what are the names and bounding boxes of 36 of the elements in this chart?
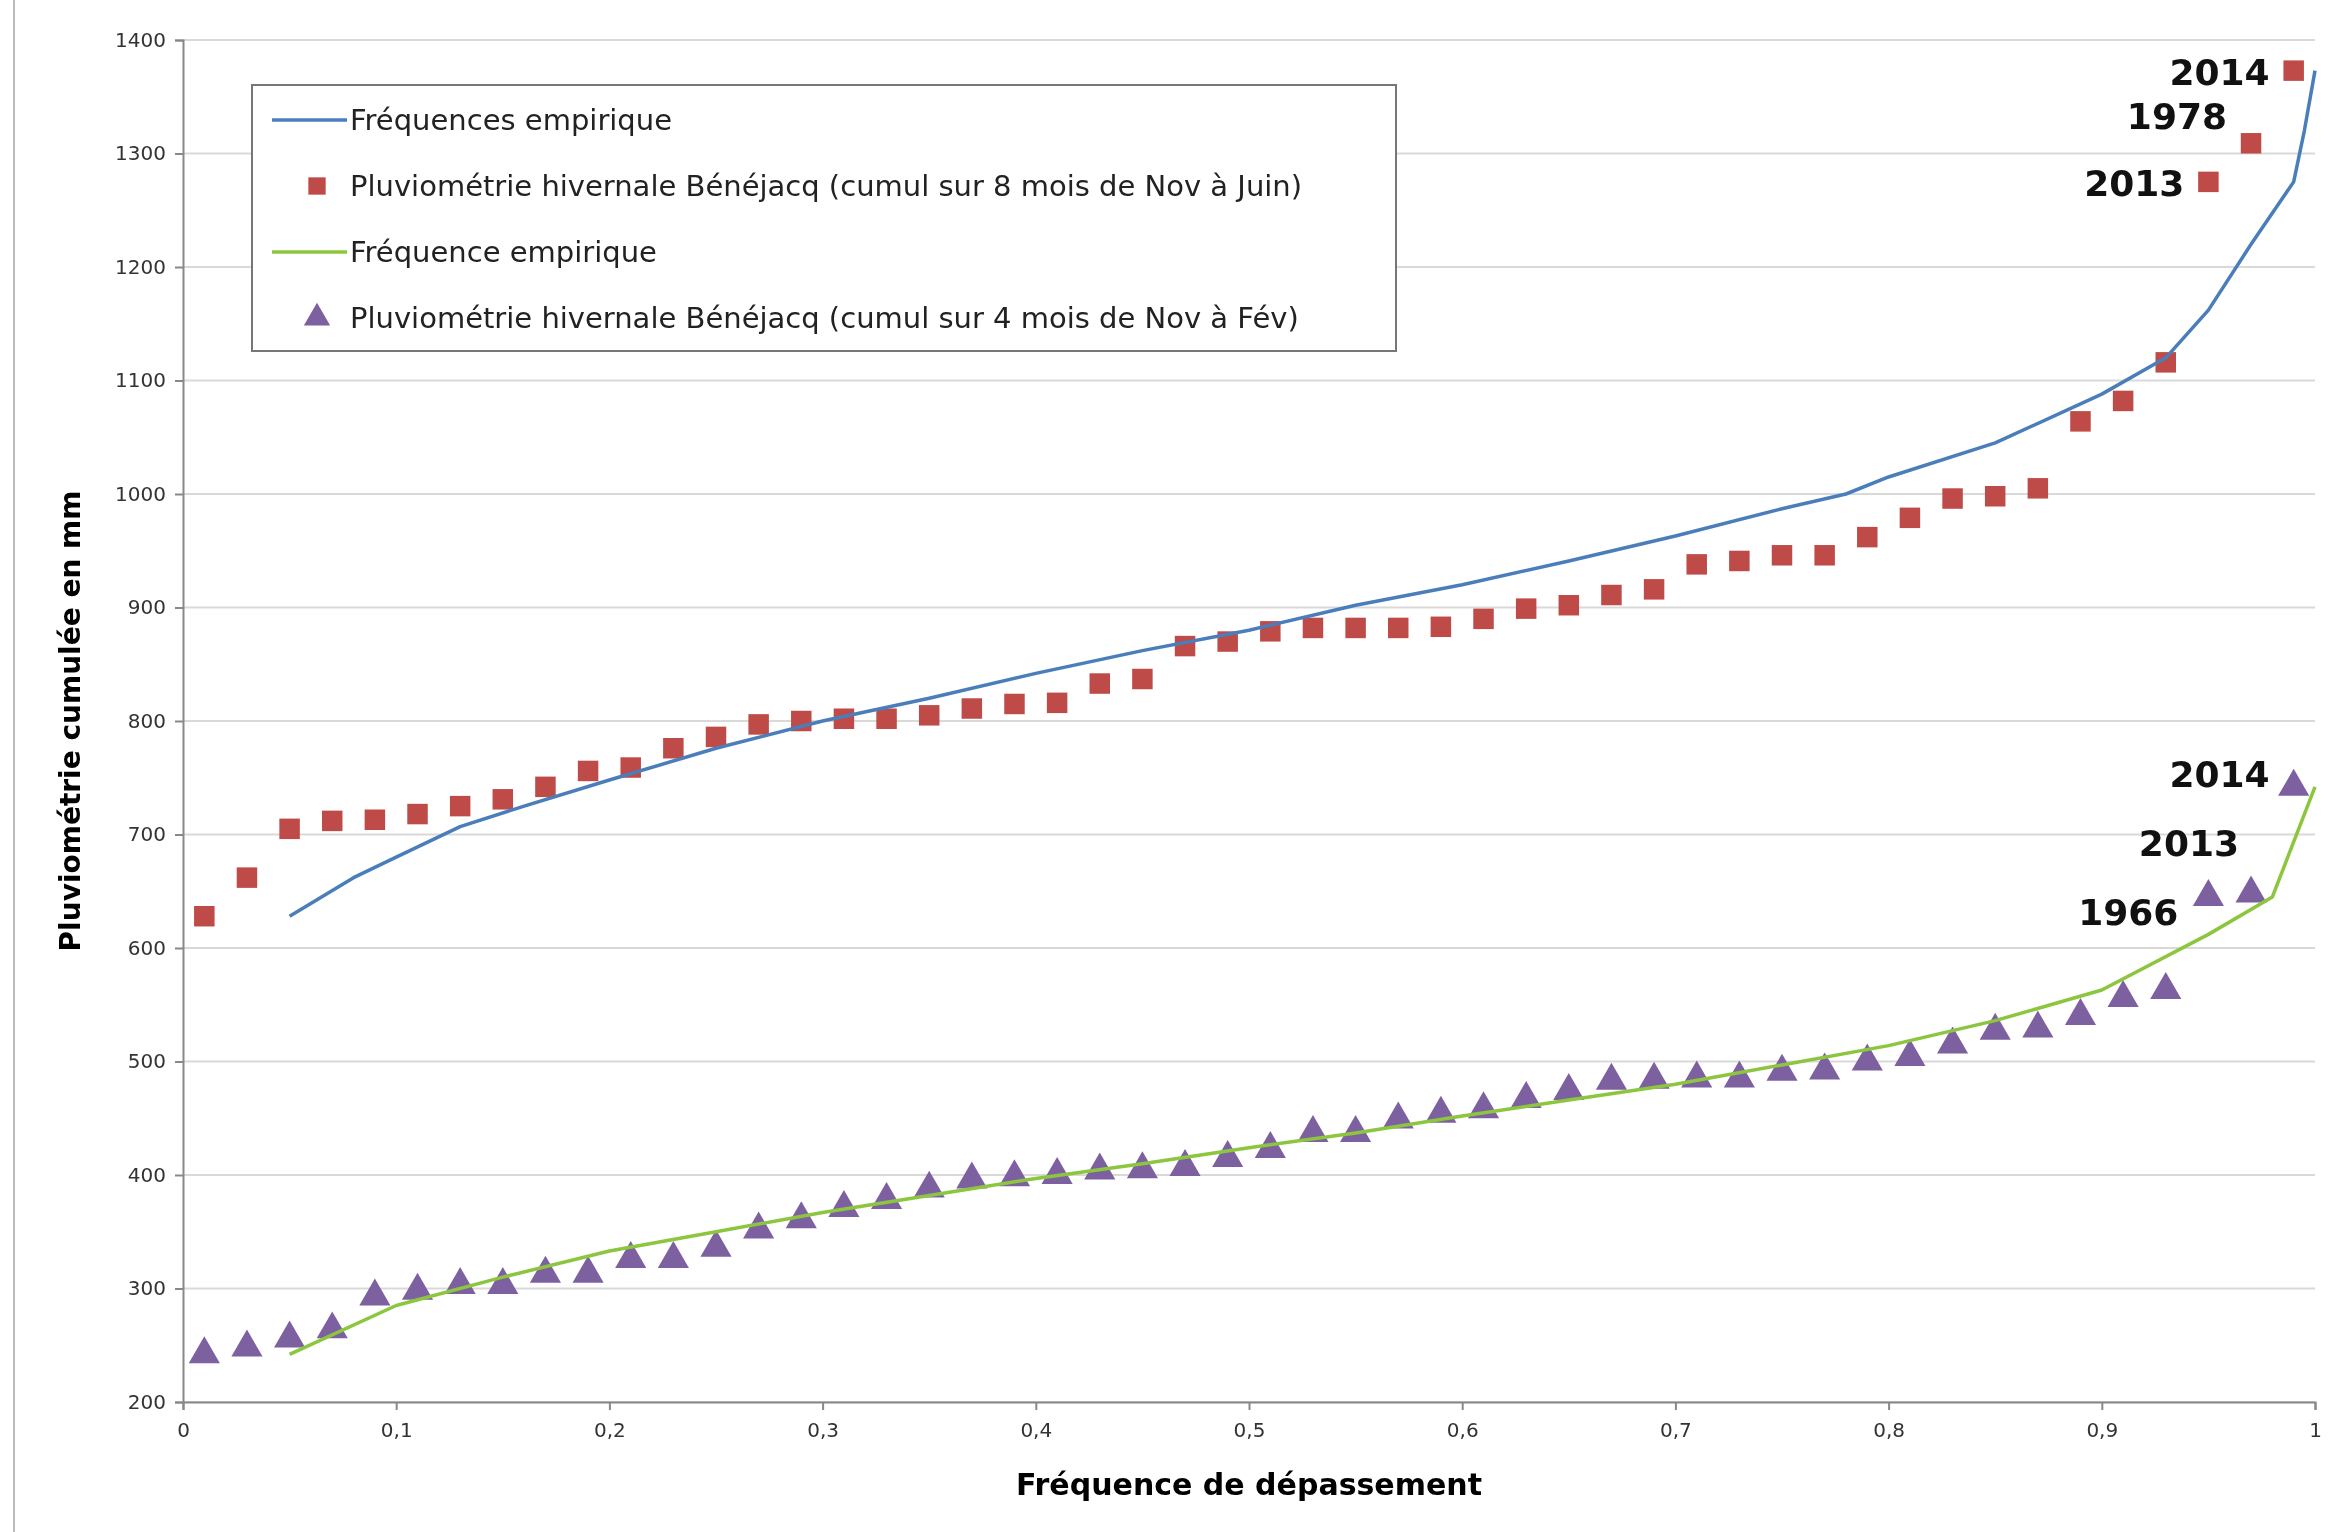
annotation: 2013 xyxy=(2084,162,2185,204)
y-tick-label: 200 xyxy=(127,1389,166,1414)
y-axis-title: Pluviométrie cumulée en mm xyxy=(54,490,87,952)
y-tick-label: 300 xyxy=(127,1276,166,1301)
x-tick-label: 0,7 xyxy=(1659,1418,1692,1442)
y-tick-label: 1200 xyxy=(115,254,166,279)
annotation: 1978 xyxy=(2126,96,2228,138)
y-tick-label: 700 xyxy=(127,822,166,847)
x-tick-label: 0,4 xyxy=(1020,1418,1053,1442)
x-tick-label: 0,9 xyxy=(2086,1418,2119,1442)
y-tick-label: 1100 xyxy=(115,368,166,393)
x-tick-label: 1 xyxy=(2309,1418,2322,1442)
x-tick-label: 0,3 xyxy=(807,1418,840,1442)
legend-label: Pluviométrie hivernale Bénéjacq (cumul sur 4 mois de Nov à Fév) xyxy=(350,301,1299,335)
y-tick-label: 800 xyxy=(127,708,166,733)
x-tick-label: 0,2 xyxy=(593,1418,626,1442)
x-tick-label: 0,5 xyxy=(1233,1418,1266,1442)
x-axis-title: Fréquence de dépassement xyxy=(1016,1467,1482,1502)
y-tick-label: 900 xyxy=(127,595,166,620)
legend-label: Fréquences empirique xyxy=(350,103,672,137)
annotation: 1966 xyxy=(2078,891,2179,933)
x-tick-label: 0,1 xyxy=(380,1418,413,1442)
x-tick-label: 0 xyxy=(177,1418,190,1442)
y-tick-label: 500 xyxy=(127,1049,166,1074)
y-tick-label: 1300 xyxy=(115,141,166,166)
y-tick-label: 1400 xyxy=(115,27,166,52)
y-tick-label: 600 xyxy=(127,935,166,960)
x-tick-label: 0,6 xyxy=(1446,1418,1479,1442)
x-tick-label: 0,8 xyxy=(1873,1418,1906,1442)
annotation: 2013 xyxy=(2138,822,2240,864)
annotation: 2014 xyxy=(2169,51,2270,93)
y-tick-label: 1000 xyxy=(115,481,166,506)
annotation: 2014 xyxy=(2169,753,2270,795)
legend-label: Pluviométrie hivernale Bénéjacq (cumul sur 8 mois de Nov à Juin) xyxy=(350,169,1303,203)
y-tick-label: 400 xyxy=(127,1162,166,1187)
legend-label: Fréquence empirique xyxy=(350,235,657,269)
